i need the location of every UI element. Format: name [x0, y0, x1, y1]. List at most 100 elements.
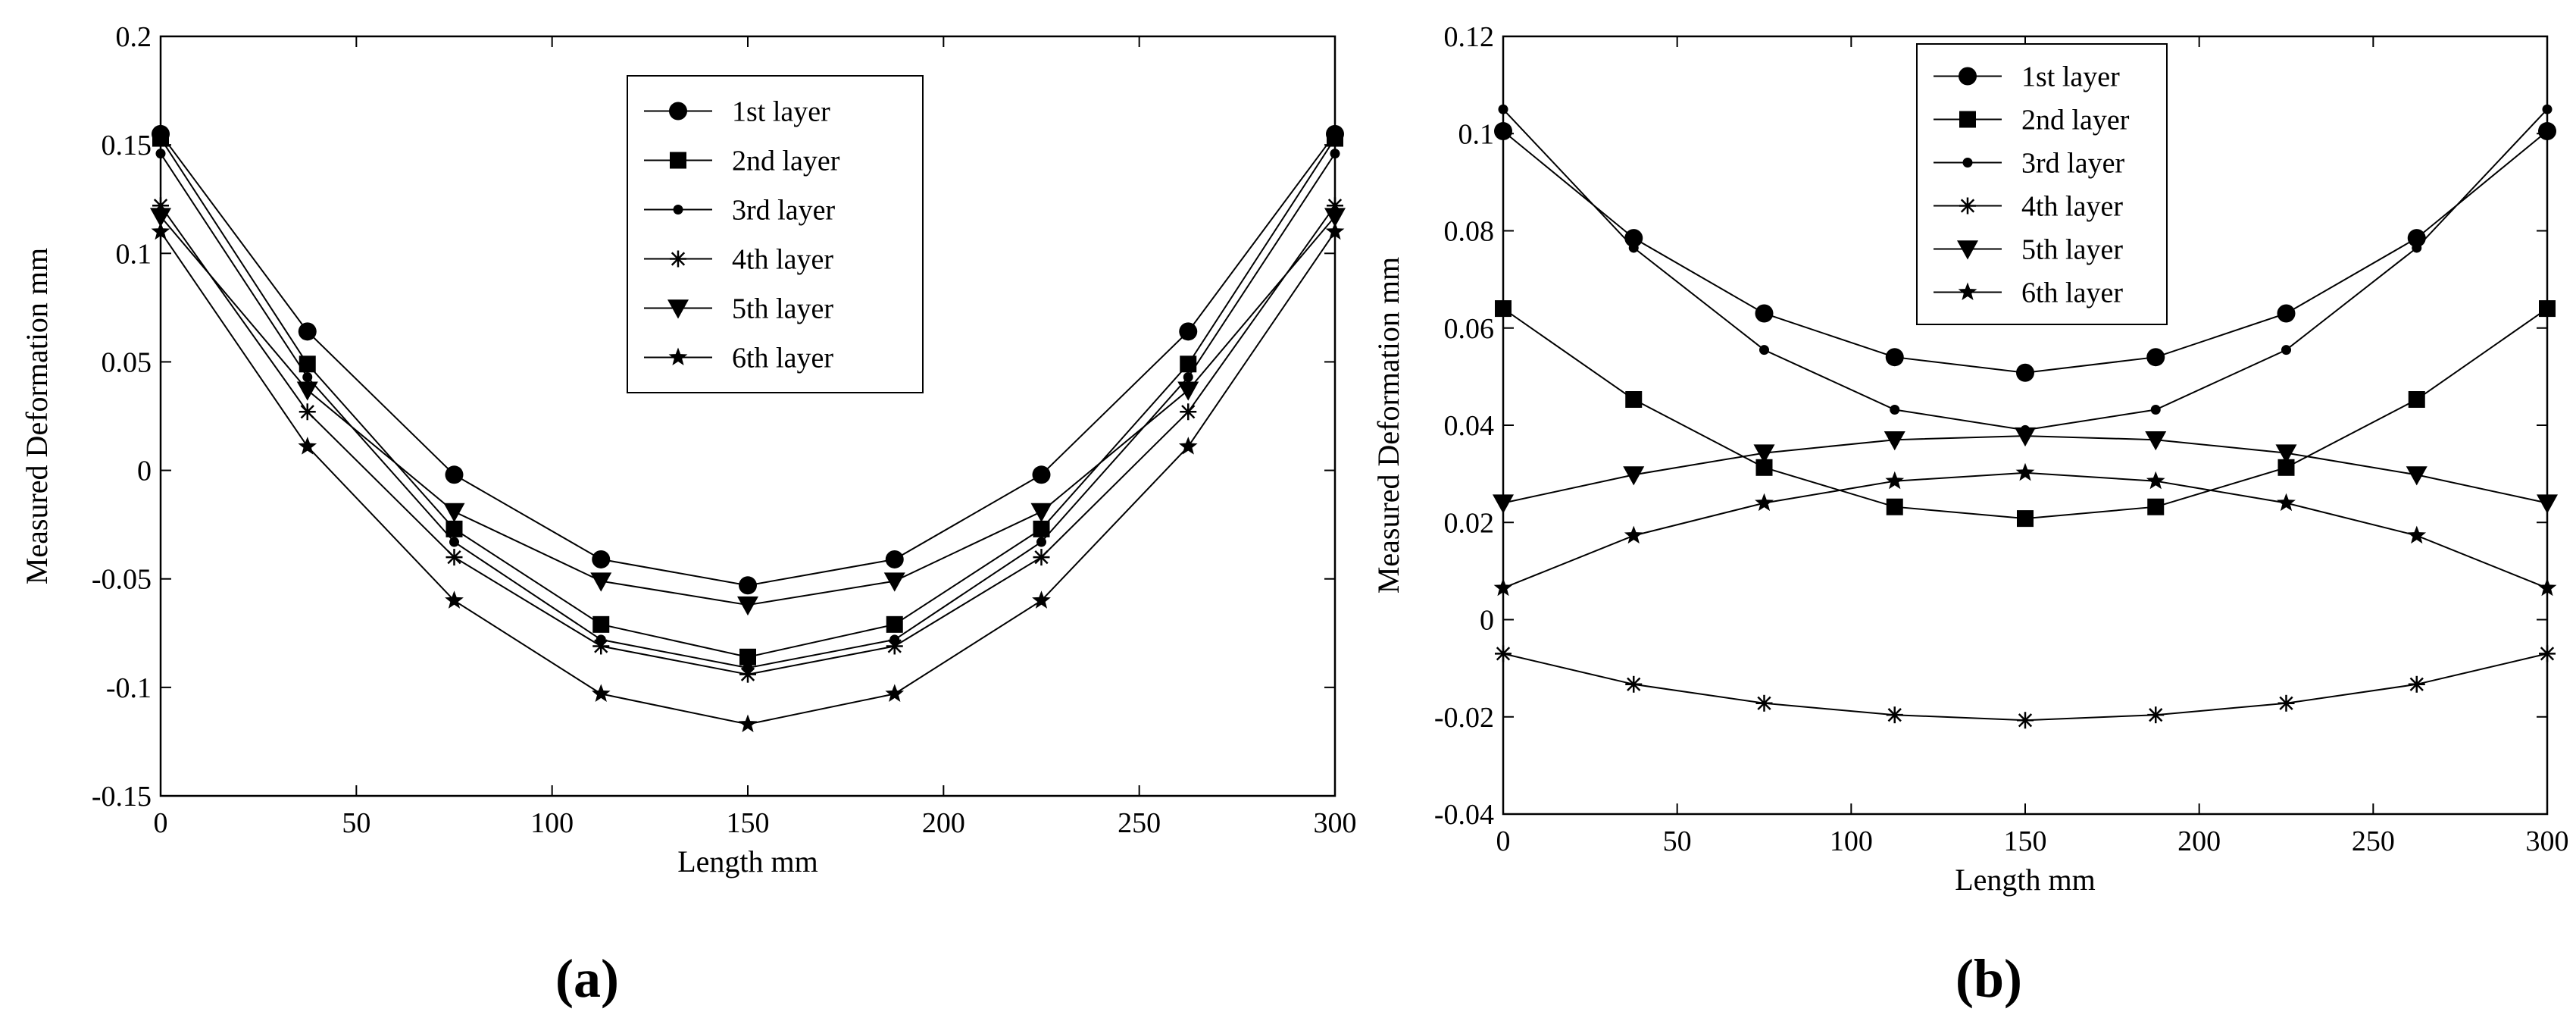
data-point: [2407, 525, 2427, 544]
legend-label: 3rd layer: [2021, 148, 2124, 180]
data-point: [1755, 304, 1774, 323]
data-point: [2277, 493, 2296, 512]
y-tick-label: 0.04: [1444, 410, 1495, 442]
x-tick-label: 150: [2004, 825, 2047, 857]
data-point: [592, 637, 610, 655]
data-point: [445, 590, 464, 609]
data-point: [1498, 104, 1508, 114]
legend-marker: [669, 102, 687, 121]
data-point: [737, 596, 758, 616]
data-point: [152, 130, 169, 147]
data-point: [1030, 503, 1052, 522]
y-tick-label: 0.1: [116, 238, 152, 270]
data-point: [2281, 345, 2291, 355]
x-tick-label: 250: [2352, 825, 2395, 857]
data-point: [2147, 706, 2165, 724]
x-tick-label: 50: [1663, 825, 1692, 857]
data-point: [2145, 431, 2167, 451]
series-2: [152, 130, 1343, 666]
y-tick-label: 0.15: [102, 130, 152, 161]
data-point: [739, 576, 757, 595]
data-point: [1036, 537, 1046, 547]
data-point: [1624, 525, 1643, 544]
x-tick-label: 50: [342, 807, 370, 839]
data-point: [1032, 465, 1051, 484]
data-point: [886, 615, 903, 633]
legend-label: 5th layer: [732, 293, 833, 325]
data-point: [1493, 494, 1514, 514]
data-point: [1183, 371, 1193, 382]
legend-label: 1st layer: [2021, 61, 2120, 93]
x-tick-label: 300: [2526, 825, 2569, 857]
legend-label: 6th layer: [2021, 277, 2123, 309]
panel-label-a: (a): [555, 948, 619, 1009]
y-tick-label: 0.02: [1444, 507, 1495, 539]
data-point: [1885, 348, 1904, 367]
data-point: [2016, 363, 2034, 382]
data-point: [299, 355, 316, 373]
data-point: [885, 684, 905, 702]
data-point: [590, 572, 612, 592]
y-tick-label: 0.05: [102, 346, 152, 378]
legend-entry: 5th layer: [1934, 234, 2123, 266]
series-line: [1502, 471, 2548, 589]
y-tick-label: 0.08: [1444, 216, 1495, 248]
y-tick-label: 0.2: [116, 21, 152, 53]
data-point: [1886, 498, 1903, 515]
data-point: [1495, 645, 1512, 662]
y-axis-label: Measured Deformation mm: [20, 248, 54, 584]
panel-label-b: (b): [1955, 948, 2022, 1009]
legend-marker: [1957, 240, 1978, 260]
x-axis-label: Length mm: [1955, 863, 2096, 897]
data-point: [591, 684, 611, 702]
data-point: [1628, 243, 1639, 253]
legend: 1st layer 2nd layer 3rd layer 4th layer 5th …: [1916, 43, 2168, 325]
x-axis-label: Length mm: [677, 844, 818, 878]
legend-entry: 1st layer: [1934, 61, 2120, 93]
data-point: [1177, 381, 1199, 401]
legend-entry: 4th layer: [644, 244, 833, 276]
legend-marker: [1959, 111, 1976, 128]
data-point: [2542, 104, 2553, 114]
series-6: [151, 221, 1345, 732]
legend-label: 2nd layer: [732, 146, 840, 177]
legend-marker: [670, 152, 686, 169]
legend-label: 3rd layer: [732, 195, 835, 227]
y-tick-label: -0.1: [106, 672, 152, 704]
y-tick-label: 0.1: [1458, 118, 1495, 150]
data-point: [883, 572, 905, 592]
legend-marker: [673, 205, 683, 215]
data-point: [2539, 300, 2556, 318]
data-point: [2538, 122, 2556, 141]
series-5: [1493, 427, 2558, 514]
data-point: [445, 549, 463, 566]
legend-marker: [1958, 282, 1977, 300]
data-point: [1759, 345, 1769, 355]
data-point: [2147, 498, 2165, 515]
data-point: [1330, 149, 1340, 159]
data-point: [298, 437, 317, 455]
legend-entry: 2nd layer: [644, 146, 840, 177]
data-point: [738, 714, 758, 732]
data-point: [885, 550, 904, 568]
series-1: [1494, 122, 2556, 382]
y-tick-label: -0.04: [1434, 799, 1494, 831]
legend-label: 4th layer: [2021, 191, 2123, 223]
data-point: [443, 503, 465, 522]
data-point: [2277, 694, 2295, 712]
data-point: [2408, 675, 2425, 693]
data-point: [1033, 549, 1050, 566]
data-point: [592, 550, 611, 568]
data-point: [592, 615, 610, 633]
legend-marker: [1962, 158, 1973, 168]
series-6: [1493, 462, 2557, 597]
chart-panel-b: 0 50 100 150 200 250 300 -0.04 -0.02 0 0.02 0.04 0.0…: [1371, 21, 2569, 897]
legend-entry: 3rd layer: [644, 195, 835, 227]
data-point: [2412, 243, 2422, 253]
data-point: [1179, 322, 1198, 341]
data-point: [298, 322, 317, 341]
x-tick-label: 100: [1830, 825, 1873, 857]
data-point: [739, 648, 756, 666]
x-tick-label: 200: [922, 807, 965, 839]
series-line: [1502, 653, 2548, 722]
